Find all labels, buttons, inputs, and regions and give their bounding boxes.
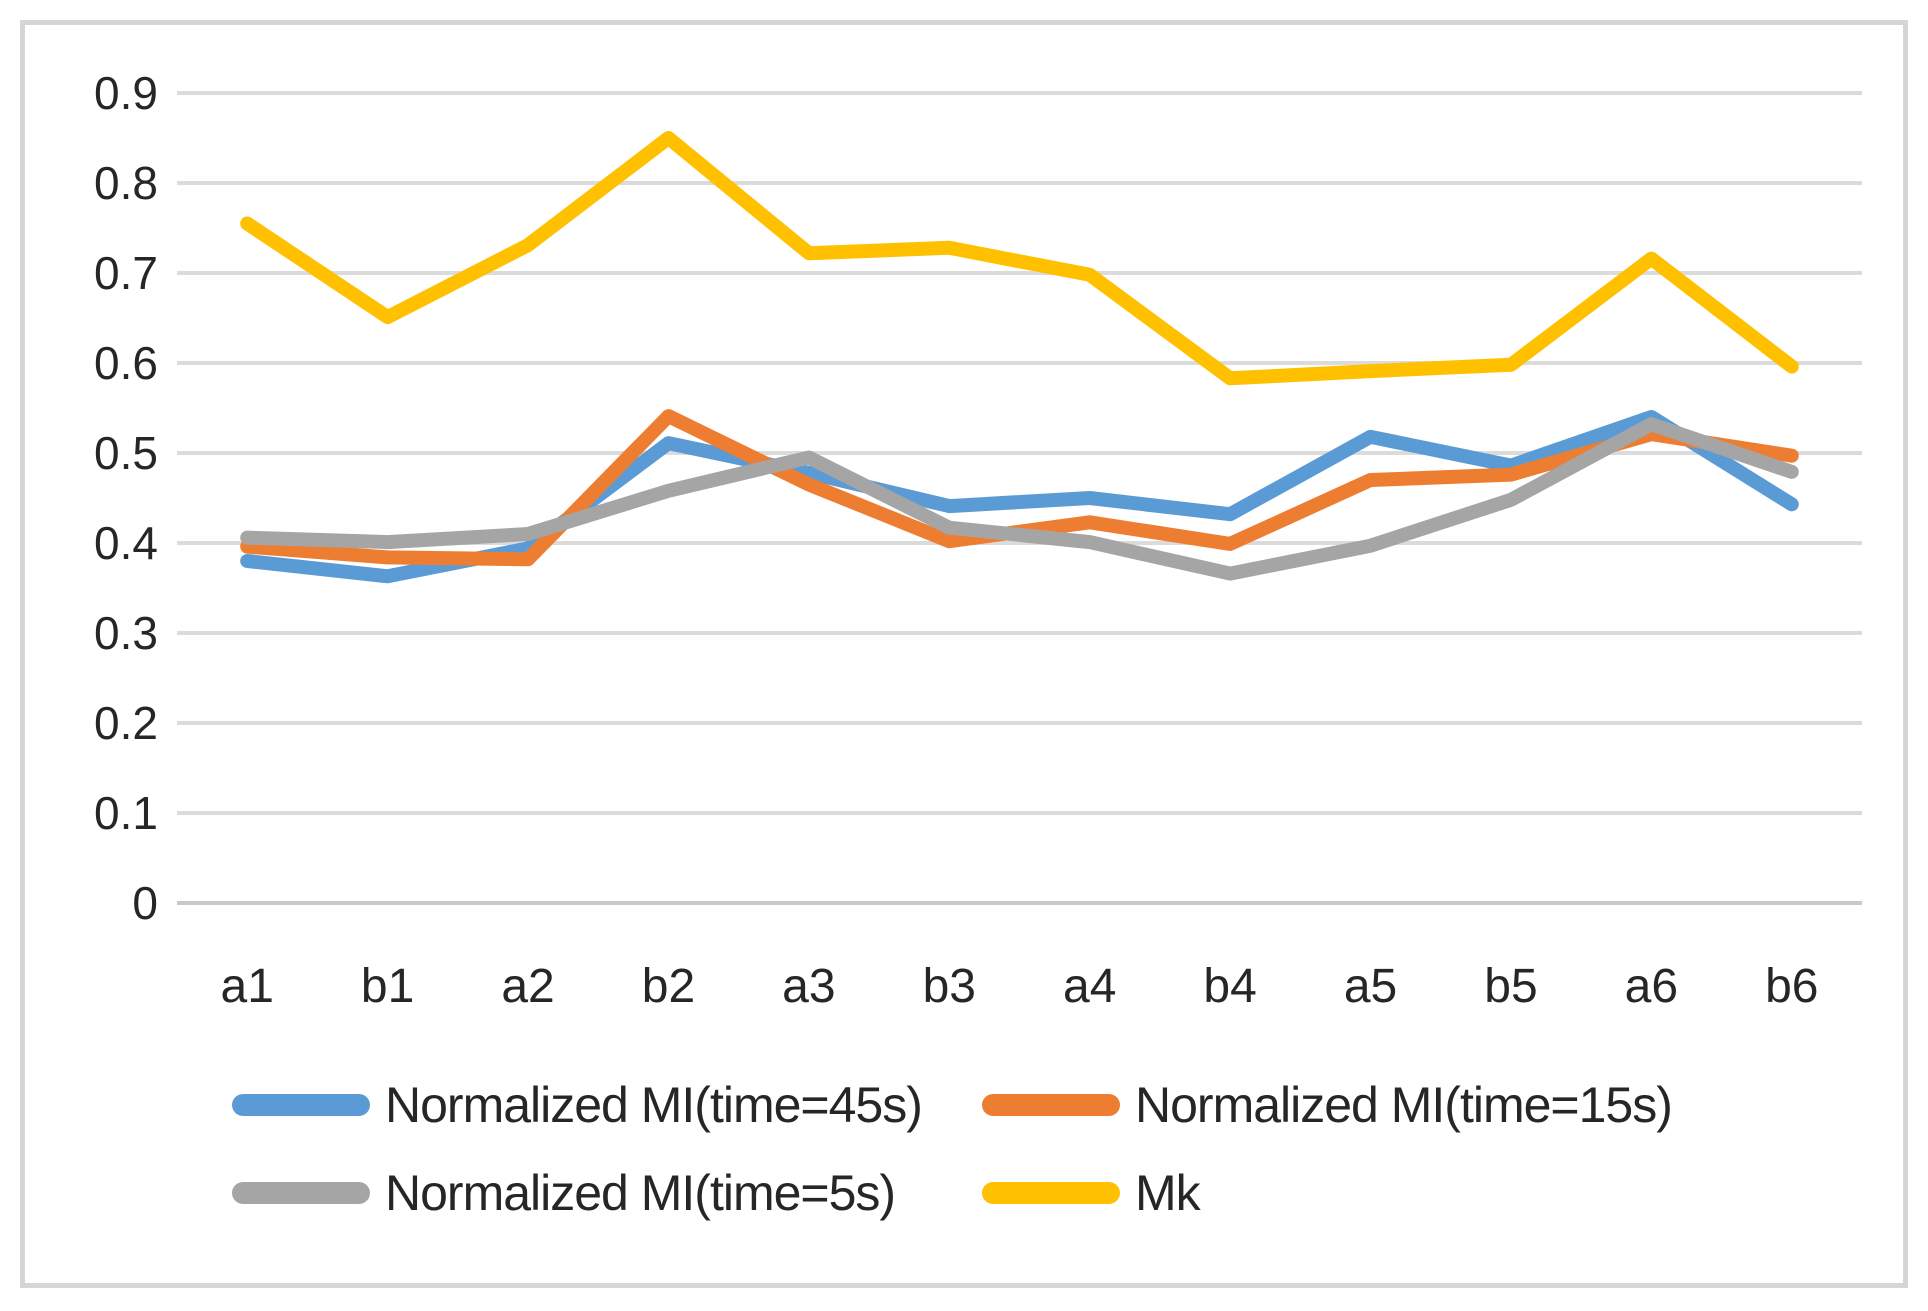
legend-item-normalized-mi-time-5s: Normalized MI(time=5s) <box>232 1160 982 1226</box>
x-tick-label-a5: a5 <box>1344 960 1397 1013</box>
legend-label-normalized-mi-time-15s: Normalized MI(time=15s) <box>1135 1077 1673 1133</box>
y-tick-label: 0.3 <box>94 607 158 659</box>
x-tick-label-a3: a3 <box>782 960 835 1013</box>
legend-swatch-normalized-mi-time-45s <box>232 1094 370 1116</box>
x-tick-label-b6: b6 <box>1765 960 1818 1013</box>
legend-row-2: Normalized MI(time=5s) Mk <box>232 1160 1792 1226</box>
legend-row-1: Normalized MI(time=45s) Normalized MI(ti… <box>232 1072 1792 1138</box>
y-tick-label: 0.7 <box>94 247 158 299</box>
y-tick-label: 0.5 <box>94 427 158 479</box>
x-tick-label-a4: a4 <box>1063 960 1116 1013</box>
legend-item-normalized-mi-time-45s: Normalized MI(time=45s) <box>232 1072 982 1138</box>
legend-label-mk: Mk <box>1135 1165 1201 1221</box>
x-tick-label-b3: b3 <box>923 960 976 1013</box>
y-tick-label: 0.1 <box>94 787 158 839</box>
legend-item-mk: Mk <box>982 1160 1792 1226</box>
y-tick-label: 0.4 <box>94 517 158 569</box>
x-tick-label-a2: a2 <box>501 960 554 1013</box>
y-tick-label: 0.8 <box>94 157 158 209</box>
y-tick-label: 0.6 <box>94 337 158 389</box>
x-tick-label-b4: b4 <box>1203 960 1256 1013</box>
x-tick-label-b2: b2 <box>642 960 695 1013</box>
legend-swatch-normalized-mi-time-5s <box>232 1182 370 1204</box>
legend-item-normalized-mi-time-15s: Normalized MI(time=15s) <box>982 1072 1792 1138</box>
chart-legend: Normalized MI(time=45s) Normalized MI(ti… <box>232 1072 1792 1226</box>
x-tick-label-a6: a6 <box>1625 960 1678 1013</box>
figure-frame <box>20 20 1908 1288</box>
y-tick-label: 0.2 <box>94 697 158 749</box>
y-tick-label: 0.9 <box>94 67 158 119</box>
legend-label-normalized-mi-time-45s: Normalized MI(time=45s) <box>385 1077 923 1133</box>
legend-swatch-mk <box>982 1182 1120 1204</box>
series-line-Normalized MI(time=5s) <box>240 417 1799 581</box>
series-line-Mk <box>240 131 1799 386</box>
x-tick-label-b1: b1 <box>361 960 414 1013</box>
x-tick-label-a1: a1 <box>221 960 274 1013</box>
legend-label-normalized-mi-time-5s: Normalized MI(time=5s) <box>385 1165 896 1221</box>
x-tick-label-b5: b5 <box>1484 960 1537 1013</box>
legend-swatch-normalized-mi-time-15s <box>982 1094 1120 1116</box>
y-tick-label: 0 <box>132 877 158 929</box>
